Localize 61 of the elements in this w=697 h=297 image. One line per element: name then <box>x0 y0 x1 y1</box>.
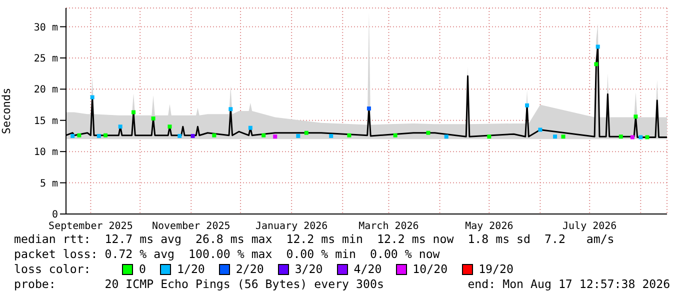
point <box>118 124 122 129</box>
point <box>596 44 600 49</box>
point <box>561 134 566 139</box>
legend-title: loss color: <box>14 262 92 277</box>
point <box>96 134 101 138</box>
legend-label: 4/20 <box>352 262 382 277</box>
point <box>538 128 542 132</box>
x-tick-label: May 2026 <box>465 221 514 232</box>
y-tick-label: 25 m <box>34 53 58 64</box>
y-tick-label: 0 <box>52 210 58 221</box>
point <box>645 135 650 140</box>
point <box>273 134 278 139</box>
x-tick-label: July 2026 <box>562 221 617 232</box>
y-tick-label: 10 m <box>34 147 58 158</box>
point <box>594 62 598 66</box>
y-axis-title: Seconds <box>0 88 13 134</box>
point <box>525 103 530 108</box>
legend-label: 19/20 <box>478 262 514 277</box>
y-tick-label: 30 m <box>34 22 58 34</box>
legend-label: 0 <box>138 262 146 277</box>
x-tick-label: November 2025 <box>152 221 230 232</box>
point <box>228 107 233 112</box>
point <box>444 134 448 139</box>
legend-label: 10/20 <box>412 262 448 277</box>
point <box>634 114 638 119</box>
point <box>426 130 430 135</box>
text: median rtt: 12.7 ms avg 26.8 ms max 12.2 ms min 12.2 ms now 1.8 ms sd 7.2 am/s <box>14 232 616 247</box>
y-tick-label: 5 m <box>40 178 58 190</box>
point <box>132 110 136 114</box>
legend-label: 3/20 <box>294 262 323 277</box>
point <box>304 130 308 135</box>
point <box>104 133 108 138</box>
point <box>366 106 371 111</box>
point <box>262 133 266 138</box>
point <box>178 134 182 138</box>
point <box>77 133 82 138</box>
y-tick-label: 15 m <box>34 116 58 127</box>
point <box>151 116 156 120</box>
point <box>347 133 352 138</box>
text: probe: 20 ICMP Echo Pings (56 Bytes) every 300s end: Mon Aug 17 12:57:38 2026 <box>14 277 672 292</box>
legend-label: 1/20 <box>176 262 205 277</box>
point <box>487 134 492 139</box>
point <box>393 133 398 138</box>
point <box>90 95 94 100</box>
point <box>70 134 75 138</box>
point <box>329 134 334 138</box>
x-tick-label: September 2025 <box>48 221 133 232</box>
x-tick-label: March 2026 <box>358 221 419 232</box>
point <box>168 124 172 129</box>
point <box>630 135 634 140</box>
point <box>296 134 300 138</box>
point <box>638 135 643 140</box>
point <box>248 126 252 130</box>
x-tick-label: January 2026 <box>255 221 328 232</box>
point <box>618 134 623 139</box>
y-tick-label: 20 m <box>34 84 58 96</box>
legend-label: 2/20 <box>234 262 264 277</box>
point <box>190 134 195 138</box>
text: packet loss: 0.72 % avg 100.00 % max 0.00 % min 0.00 % now <box>14 247 441 262</box>
point <box>212 133 216 138</box>
point <box>553 134 558 139</box>
